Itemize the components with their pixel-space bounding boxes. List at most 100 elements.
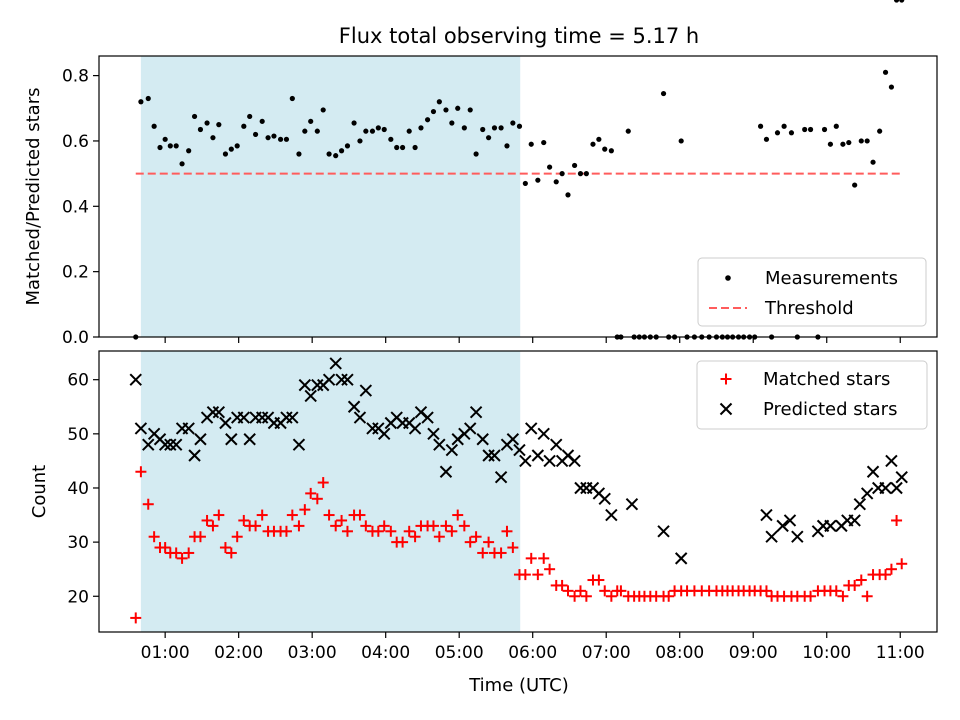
cross-b (476, 433, 489, 446)
measurement-point (547, 164, 553, 170)
measurement-point (572, 162, 578, 169)
measurement-point (259, 118, 265, 124)
matched-star-point (885, 563, 897, 575)
measurement-point (351, 120, 357, 126)
measurement-point (399, 144, 406, 151)
x-tick-label: 04:00 (361, 643, 410, 663)
measurement-point (216, 122, 222, 128)
cross-b (421, 411, 434, 424)
matched-star-point (891, 514, 903, 526)
y-tick-label: 0.6 (62, 132, 89, 152)
predicted-star-point (674, 552, 688, 565)
measurement-point (516, 123, 523, 129)
matched-star-point (142, 498, 154, 510)
matched-star-point (861, 590, 873, 602)
predicted-star-point (280, 411, 293, 424)
cross-b (322, 373, 336, 386)
measurement-point (388, 136, 394, 142)
measurement-point (381, 126, 387, 133)
predicted-star-point (292, 438, 306, 451)
legend-threshold-label: Threshold (764, 298, 854, 319)
measurement-point (852, 182, 858, 188)
x-tick-label: 05:00 (435, 643, 484, 663)
cross-b (860, 487, 874, 500)
cross-b (853, 498, 867, 511)
measurement-point (338, 148, 345, 154)
x-tick-label: 03:00 (288, 643, 337, 663)
cross-b (719, 402, 733, 416)
cross-b (129, 373, 142, 386)
matched-star-point (837, 590, 849, 602)
x-tick-label: 02:00 (214, 643, 263, 663)
cross-b (286, 411, 299, 424)
matched-star-point (615, 585, 627, 597)
measurement-point (763, 136, 770, 142)
cross-b (895, 470, 908, 484)
matched-star-point (605, 590, 617, 602)
cross-b (347, 400, 361, 413)
measurement-point (375, 125, 381, 131)
measurement-point (625, 128, 631, 134)
predicted-star-point (359, 384, 373, 397)
measurement-point (498, 125, 504, 131)
cross-b (169, 438, 183, 451)
top-legend: Measurements Threshold (697, 257, 927, 327)
cross-b (408, 422, 422, 435)
measurement-point (369, 128, 376, 134)
x-tick-label: 09:00 (729, 643, 778, 663)
matched-star-point (880, 569, 892, 581)
top-x-axis-ticks (164, 337, 901, 343)
measurement-point (277, 136, 284, 142)
matched-star-point (135, 466, 147, 478)
predicted-star-point (182, 422, 195, 435)
predicted-star-point (605, 508, 618, 522)
measurement-point (590, 141, 596, 147)
top-plot-frame (98, 55, 938, 338)
predicted-star-point (353, 411, 367, 424)
cross-b (531, 449, 545, 462)
predicted-star-point (243, 433, 256, 446)
predicted-star-point (378, 427, 391, 441)
matched-star-point (385, 525, 397, 537)
cross-b (366, 422, 379, 435)
y-tick-label: 0.4 (62, 197, 89, 217)
predicted-star-point (322, 373, 336, 386)
matched-star-point (599, 585, 611, 597)
predicted-star-point (791, 530, 804, 543)
matched-star-point (855, 574, 867, 586)
measurement-point (449, 120, 455, 126)
measurement-point (602, 146, 608, 152)
predicted-star-point (347, 400, 361, 413)
predicted-star-point (225, 433, 238, 446)
measurement-point (138, 99, 144, 105)
predicted-star-point (519, 454, 532, 468)
cross-b (280, 411, 293, 424)
cross-b (134, 422, 148, 435)
bottom-legend: Matched stars Predicted stars (696, 360, 928, 430)
cross-b (378, 427, 391, 441)
matched-star-point (464, 536, 476, 548)
chart-title: Flux total observing time = 5.17 h (339, 24, 699, 48)
measurement-point (430, 108, 437, 115)
predicted-star-point (543, 454, 556, 468)
measurement-point (473, 151, 479, 157)
top-shaded-span (140, 56, 521, 337)
bottom-y-axis-ticks: 20 30 40 50 60 (67, 371, 99, 607)
predicted-star-point (408, 422, 422, 435)
matched-star-point (159, 542, 171, 554)
matched-star-point (805, 590, 817, 602)
measurement-point (757, 123, 764, 129)
matched-star-point (148, 531, 160, 543)
predicted-star-point (421, 411, 434, 424)
matched-star-point (330, 520, 342, 532)
measurement-point (774, 130, 781, 136)
measurement-point (418, 125, 424, 131)
cross-b (513, 443, 526, 457)
predicted-star-point (657, 525, 670, 538)
measurement-point (461, 125, 467, 131)
top-y-axis-label: Matched/Predicted stars (23, 88, 44, 306)
predicted-star-point (525, 422, 538, 435)
legend-plus (720, 373, 732, 385)
cross-b (890, 481, 903, 495)
matched-star-point (317, 477, 329, 489)
